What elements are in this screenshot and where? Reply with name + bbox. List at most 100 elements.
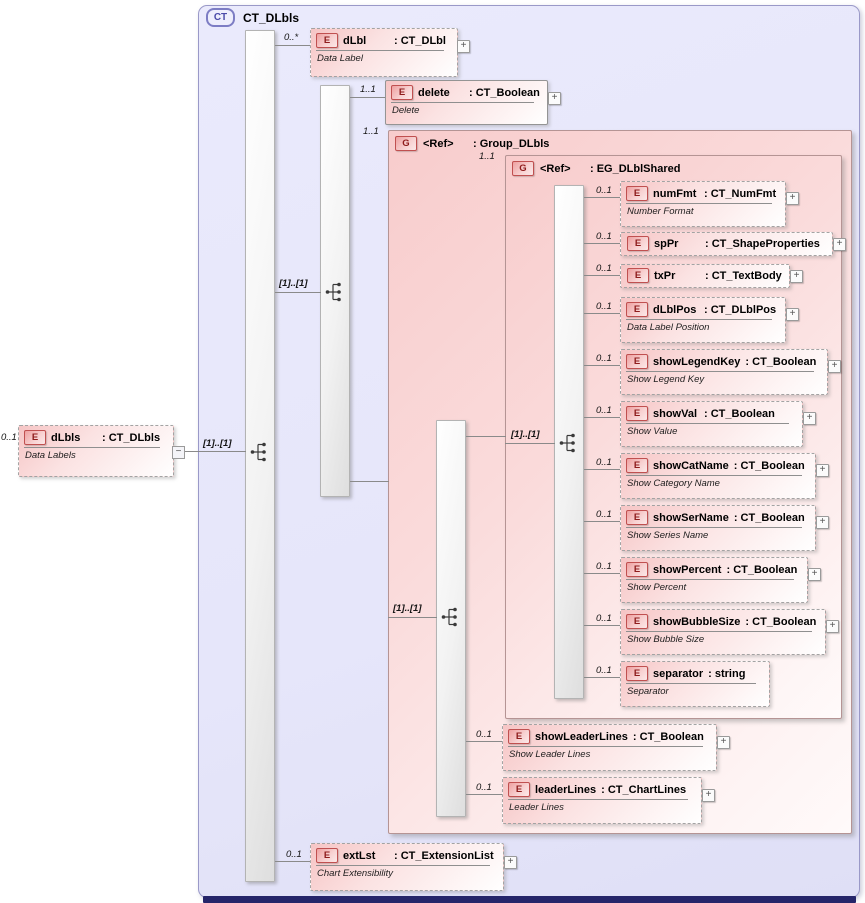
connector-line [584, 625, 621, 626]
element-box-showLeaderLines[interactable]: E showLeaderLines : CT_Boolean Show Lead… [502, 724, 717, 771]
element-type: : CT_TextBody [705, 269, 782, 282]
expand-button[interactable]: + [803, 412, 816, 425]
element-box-showVal[interactable]: E showVal : CT_Boolean Show Value [620, 401, 803, 447]
element-name: extLst [343, 849, 376, 862]
expand-button[interactable]: + [457, 40, 470, 53]
cardinality-label: 0..1 [476, 782, 492, 793]
connector-line [584, 521, 621, 522]
element-type: : CT_Boolean [704, 407, 775, 420]
expand-button[interactable]: + [828, 360, 841, 373]
element-annotation: Show Percent [626, 579, 794, 593]
element-box-dLbl[interactable]: E dLbl : CT_DLbl Data Label [310, 28, 458, 77]
element-badge-icon: E [626, 406, 648, 421]
element-box-extLst[interactable]: E extLst : CT_ExtensionList Chart Extens… [310, 843, 504, 891]
expand-button[interactable]: + [826, 620, 839, 633]
element-type: : CT_DLbl [394, 34, 446, 47]
element-badge-icon: E [626, 614, 648, 629]
element-annotation: Show Series Name [626, 527, 802, 541]
element-box-showBubbleSize[interactable]: E showBubbleSize : CT_Boolean Show Bubbl… [620, 609, 826, 655]
expand-button[interactable]: + [790, 270, 803, 283]
cardinality-label: 0..1 [596, 561, 612, 572]
connector-line [584, 197, 621, 198]
connector-line [584, 243, 621, 244]
element-badge-icon: E [626, 562, 648, 577]
element-type: : CT_Boolean [733, 459, 805, 472]
expand-button[interactable]: + [816, 464, 829, 477]
element-type: : CT_NumFmt [704, 187, 777, 200]
complextype-header[interactable]: CT CT_DLbls [206, 8, 299, 27]
element-name: txPr [654, 269, 676, 282]
element-box-showPercent[interactable]: E showPercent : CT_Boolean Show Percent [620, 557, 808, 603]
connector-line [183, 451, 246, 452]
element-annotation: Show Category Name [626, 475, 802, 489]
element-type: : CT_Boolean [745, 355, 817, 368]
element-annotation: Show Leader Lines [508, 746, 703, 760]
element-box-separator[interactable]: E separator : string Separator [620, 661, 770, 707]
element-box-numFmt[interactable]: E numFmt : CT_NumFmt Number Format [620, 181, 786, 227]
element-box-spPr[interactable]: E spPr : CT_ShapeProperties [620, 232, 833, 256]
element-badge-icon: E [316, 33, 338, 48]
element-box-showCatName[interactable]: E showCatName : CT_Boolean Show Category… [620, 453, 816, 499]
element-badge-icon: E [627, 236, 649, 251]
element-type: : string [708, 667, 746, 680]
cardinality-label: 0..1 [596, 263, 612, 274]
element-name: separator [653, 667, 704, 680]
cardinality-label: [1]..[1] [203, 438, 232, 449]
connector-line [505, 443, 555, 444]
window-bottom-edge [203, 896, 856, 903]
expand-button[interactable]: + [504, 856, 517, 869]
expand-button[interactable]: + [786, 308, 799, 321]
connector-line [584, 469, 621, 470]
connector-line [584, 365, 621, 366]
element-type: : CT_Boolean [469, 86, 540, 99]
sequence-bar-shared [554, 185, 584, 699]
element-box-dLblPos[interactable]: E dLblPos : CT_DLblPos Data Label Positi… [620, 297, 786, 343]
element-box-delete[interactable]: E delete : CT_Boolean Delete [385, 80, 548, 125]
element-type: : CT_ShapeProperties [705, 237, 820, 250]
cardinality-label: 0..* [284, 32, 299, 43]
group-header-group-dlbls[interactable]: G <Ref> : Group_DLbls [389, 131, 851, 156]
element-type: : CT_Boolean [726, 563, 798, 576]
element-annotation: Delete [391, 102, 534, 116]
element-badge-icon: E [316, 848, 338, 863]
element-box-showLegendKey[interactable]: E showLegendKey : CT_Boolean Show Legend… [620, 349, 828, 395]
group-header-eg-dlblshared[interactable]: G <Ref> : EG_DLblShared [506, 156, 841, 181]
element-type: : CT_Boolean [733, 511, 805, 524]
expand-button[interactable]: + [702, 789, 715, 802]
element-badge-icon: E [626, 354, 648, 369]
sequence-bar-group [436, 420, 466, 817]
expand-button[interactable]: + [808, 568, 821, 581]
element-name: showBubbleSize [653, 615, 741, 628]
element-badge-icon: E [626, 302, 648, 317]
element-badge-icon: E [627, 268, 649, 283]
element-box-dLbls[interactable]: E dLbls : CT_DLbls Data Labels [18, 425, 174, 477]
element-annotation: Leader Lines [508, 799, 688, 813]
element-name: showLeaderLines [535, 730, 628, 743]
element-name: showPercent [653, 563, 722, 576]
element-badge-icon: E [391, 85, 413, 100]
element-box-showSerName[interactable]: E showSerName : CT_Boolean Show Series N… [620, 505, 816, 551]
element-name: showLegendKey [653, 355, 741, 368]
element-box-txPr[interactable]: E txPr : CT_TextBody [620, 264, 790, 288]
expand-button[interactable]: + [717, 736, 730, 749]
element-box-leaderLines[interactable]: E leaderLines : CT_ChartLines Leader Lin… [502, 777, 702, 824]
cardinality-label: 0..1 [476, 729, 492, 740]
cardinality-label: [1]..[1] [511, 429, 540, 440]
expand-button[interactable]: + [816, 516, 829, 529]
cardinality-label: 1..1 [479, 151, 495, 162]
element-annotation: Separator [626, 683, 756, 697]
cardinality-label: 0..1 [596, 353, 612, 364]
connector-line [584, 417, 621, 418]
expand-button[interactable]: + [833, 238, 846, 251]
connector-line [275, 861, 311, 862]
connector-line [466, 741, 503, 742]
sequence-icon [325, 281, 342, 303]
cardinality-label: 0..1 [596, 509, 612, 520]
expand-button[interactable]: + [548, 92, 561, 105]
element-badge-icon: E [626, 458, 648, 473]
element-name: numFmt [653, 187, 697, 200]
element-type: : CT_Boolean [632, 730, 704, 743]
element-name: showSerName [653, 511, 729, 524]
collapse-button[interactable]: − [172, 446, 185, 459]
expand-button[interactable]: + [786, 192, 799, 205]
